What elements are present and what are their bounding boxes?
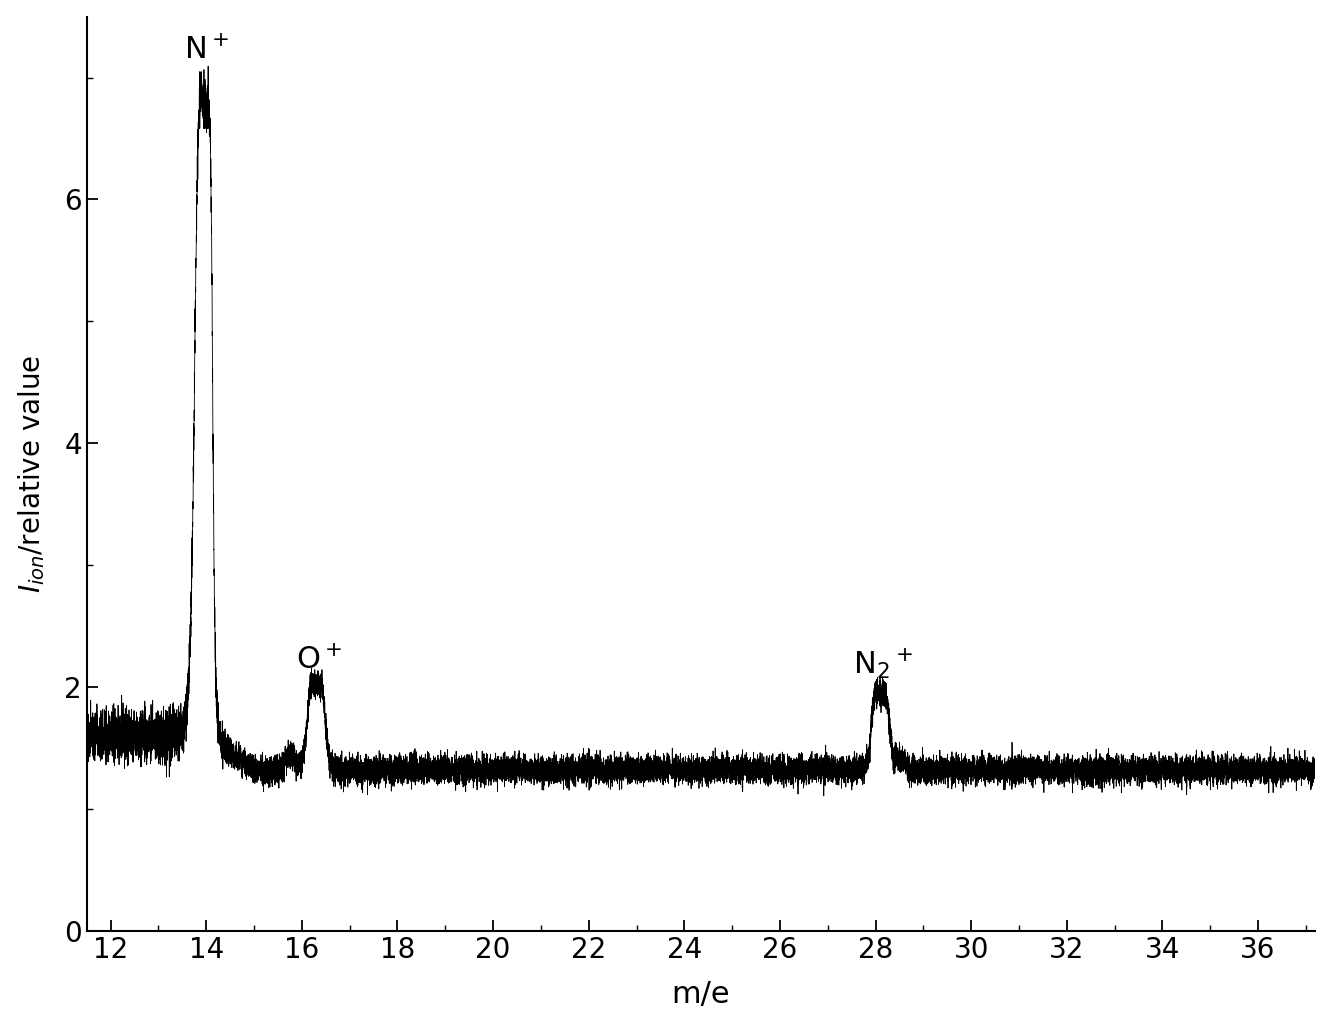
Text: N$_2$$^+$: N$_2$$^+$ xyxy=(852,646,912,681)
Y-axis label: $I_{ion}$/relative value: $I_{ion}$/relative value xyxy=(17,355,48,593)
Text: O$^+$: O$^+$ xyxy=(296,645,341,675)
X-axis label: m/e: m/e xyxy=(671,980,730,1010)
Text: N$^+$: N$^+$ xyxy=(184,36,229,66)
